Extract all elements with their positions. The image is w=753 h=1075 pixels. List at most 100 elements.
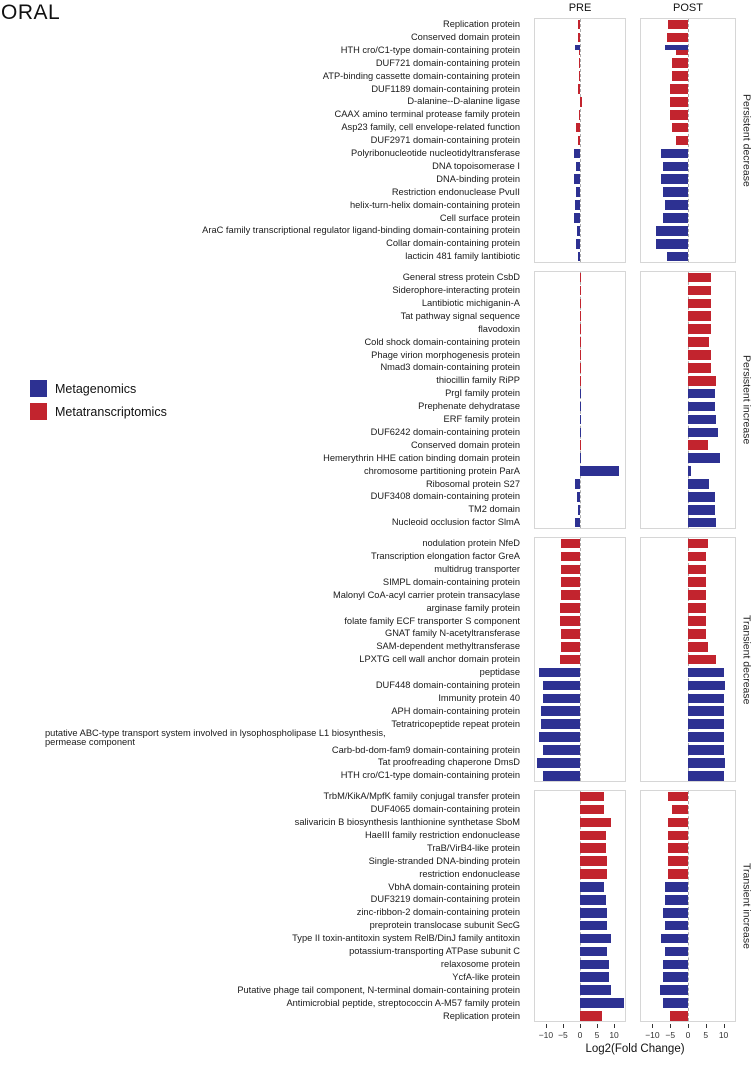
bar-metatranscriptomics: [688, 654, 717, 665]
y-axis-label: DUF1189 domain-containing protein: [371, 83, 520, 94]
bar-metatranscriptomics: [580, 856, 608, 866]
x-tick-label: −10: [538, 1030, 554, 1041]
bar-metagenomics: [688, 693, 724, 704]
bar-metagenomics: [688, 706, 724, 717]
bar-metatranscriptomics: [580, 830, 606, 841]
bar-metagenomics: [540, 719, 580, 729]
panel-header-post: POST: [673, 2, 703, 14]
bar-metatranscriptomics: [672, 58, 688, 68]
bar-metagenomics: [580, 401, 582, 412]
legend-item-metagenomics: Metagenomics: [30, 380, 167, 397]
x-tick-mark: [562, 1024, 564, 1029]
y-axis-label: Nmad3 domain-containing protein: [380, 362, 520, 373]
bar-metagenomics: [580, 972, 609, 983]
bar-metagenomics: [659, 985, 688, 995]
y-axis-label: Transcription elongation factor GreA: [371, 551, 520, 561]
bar-metagenomics: [580, 998, 625, 1008]
zero-line: [580, 272, 581, 529]
bar-metatranscriptomics: [561, 551, 580, 562]
x-tick-label: −5: [558, 1030, 568, 1041]
bar-metatranscriptomics: [668, 817, 688, 828]
zero-line: [688, 791, 689, 1022]
y-axis-label: GNAT family N-acetyltransferase: [384, 628, 520, 639]
bar-metatranscriptomics: [675, 50, 688, 56]
facet-strip-label: Transient increase: [740, 863, 753, 950]
bar-metatranscriptomics: [580, 324, 581, 334]
bar-metagenomics: [580, 946, 608, 957]
bar-metatranscriptomics: [670, 84, 688, 94]
bar-metagenomics: [663, 998, 688, 1008]
y-axis-label: Phage virion morphogenesis protein: [371, 349, 520, 360]
zero-line: [688, 538, 689, 782]
bar-metagenomics: [580, 920, 608, 931]
bar-metatranscriptomics: [559, 603, 580, 613]
bar-metatranscriptomics: [578, 19, 580, 30]
x-tick-label: 10: [718, 1030, 729, 1041]
bar-metatranscriptomics: [688, 337, 710, 347]
bar-metagenomics: [688, 401, 715, 412]
x-tick-mark: [705, 1024, 707, 1029]
bar-metatranscriptomics: [561, 590, 580, 600]
bar-metatranscriptomics: [580, 311, 581, 322]
bar-metatranscriptomics: [559, 616, 580, 626]
bar-metatranscriptomics: [580, 843, 606, 854]
y-axis-label: preprotein translocase subunit SecG: [369, 920, 520, 931]
y-axis-label: Conserved domain protein: [410, 31, 520, 42]
pre-panel: [534, 271, 626, 530]
bar-metagenomics: [576, 492, 580, 502]
y-axis-label: SIMPL domain-containing protein: [382, 576, 520, 587]
y-axis-label: folate family ECF transporter S componen…: [344, 615, 520, 626]
y-axis-label: AraC family transcriptional regulator li…: [202, 225, 520, 236]
y-axis-label: DNA topoisomerase I: [432, 160, 520, 171]
bar-metatranscriptomics: [580, 350, 581, 360]
bar-metagenomics: [664, 200, 688, 210]
bar-metatranscriptomics: [688, 311, 712, 322]
x-tick-label: 5: [703, 1030, 709, 1041]
bar-metagenomics: [688, 770, 724, 781]
bar-metagenomics: [688, 453, 720, 463]
bar-metagenomics: [661, 174, 688, 185]
bar-metagenomics: [580, 895, 606, 905]
y-axis-label: HTH cro/C1-type domain-containing protei…: [340, 44, 520, 55]
y-axis-label: Replication protein: [442, 19, 520, 29]
y-axis-label: Tat proofreading chaperone DmsD: [377, 757, 520, 768]
y-axis-label: DUF721 domain-containing protein: [375, 57, 520, 68]
bar-metatranscriptomics: [688, 375, 717, 386]
y-axis-label: Malonyl CoA-acyl carrier protein transac…: [332, 589, 520, 600]
bar-metatranscriptomics: [561, 629, 580, 639]
x-tick-mark: [652, 1024, 654, 1029]
y-axis-label: Hemerythrin HHE cation binding domain pr…: [323, 452, 520, 463]
bar-metatranscriptomics: [580, 440, 581, 451]
zero-line: [580, 791, 581, 1022]
bar-metagenomics: [580, 453, 582, 463]
pre-panel: [534, 790, 626, 1023]
bar-metatranscriptomics: [688, 538, 708, 549]
bar-metagenomics: [663, 907, 688, 918]
bar-metatranscriptomics: [580, 298, 581, 309]
bar-metatranscriptomics: [688, 590, 706, 600]
bar-metagenomics: [688, 504, 715, 515]
bar-metagenomics: [542, 680, 580, 691]
bar-metagenomics: [574, 517, 580, 528]
bar-metagenomics: [542, 745, 580, 755]
x-tick-mark: [580, 1024, 581, 1029]
x-tick-mark: [723, 1024, 725, 1029]
bar-metagenomics: [575, 161, 580, 172]
bar-metatranscriptomics: [688, 324, 712, 334]
bar-metatranscriptomics: [688, 298, 712, 309]
y-axis-label: VbhA domain-containing protein: [388, 881, 520, 892]
y-axis-label: Polyribonucleotide nucleotidyltransferas…: [351, 148, 520, 158]
bar-metatranscriptomics: [672, 71, 688, 81]
bar-metagenomics: [537, 758, 580, 768]
y-axis-label: Asp23 family, cell envelope-related func…: [341, 122, 520, 133]
bar-metagenomics: [580, 933, 611, 944]
y-axis-label: DUF448 domain-containing protein: [375, 680, 520, 690]
bar-metatranscriptomics: [580, 869, 608, 879]
bar-metagenomics: [663, 187, 688, 197]
y-axis-label: Immunity protein 40: [438, 692, 520, 703]
y-axis-label: HTH cro/C1-type domain-containing protei…: [340, 770, 520, 781]
y-axis-label: ATP-binding cassette domain-containing p…: [322, 70, 520, 81]
legend: Metagenomics Metatranscriptomics: [30, 380, 167, 426]
